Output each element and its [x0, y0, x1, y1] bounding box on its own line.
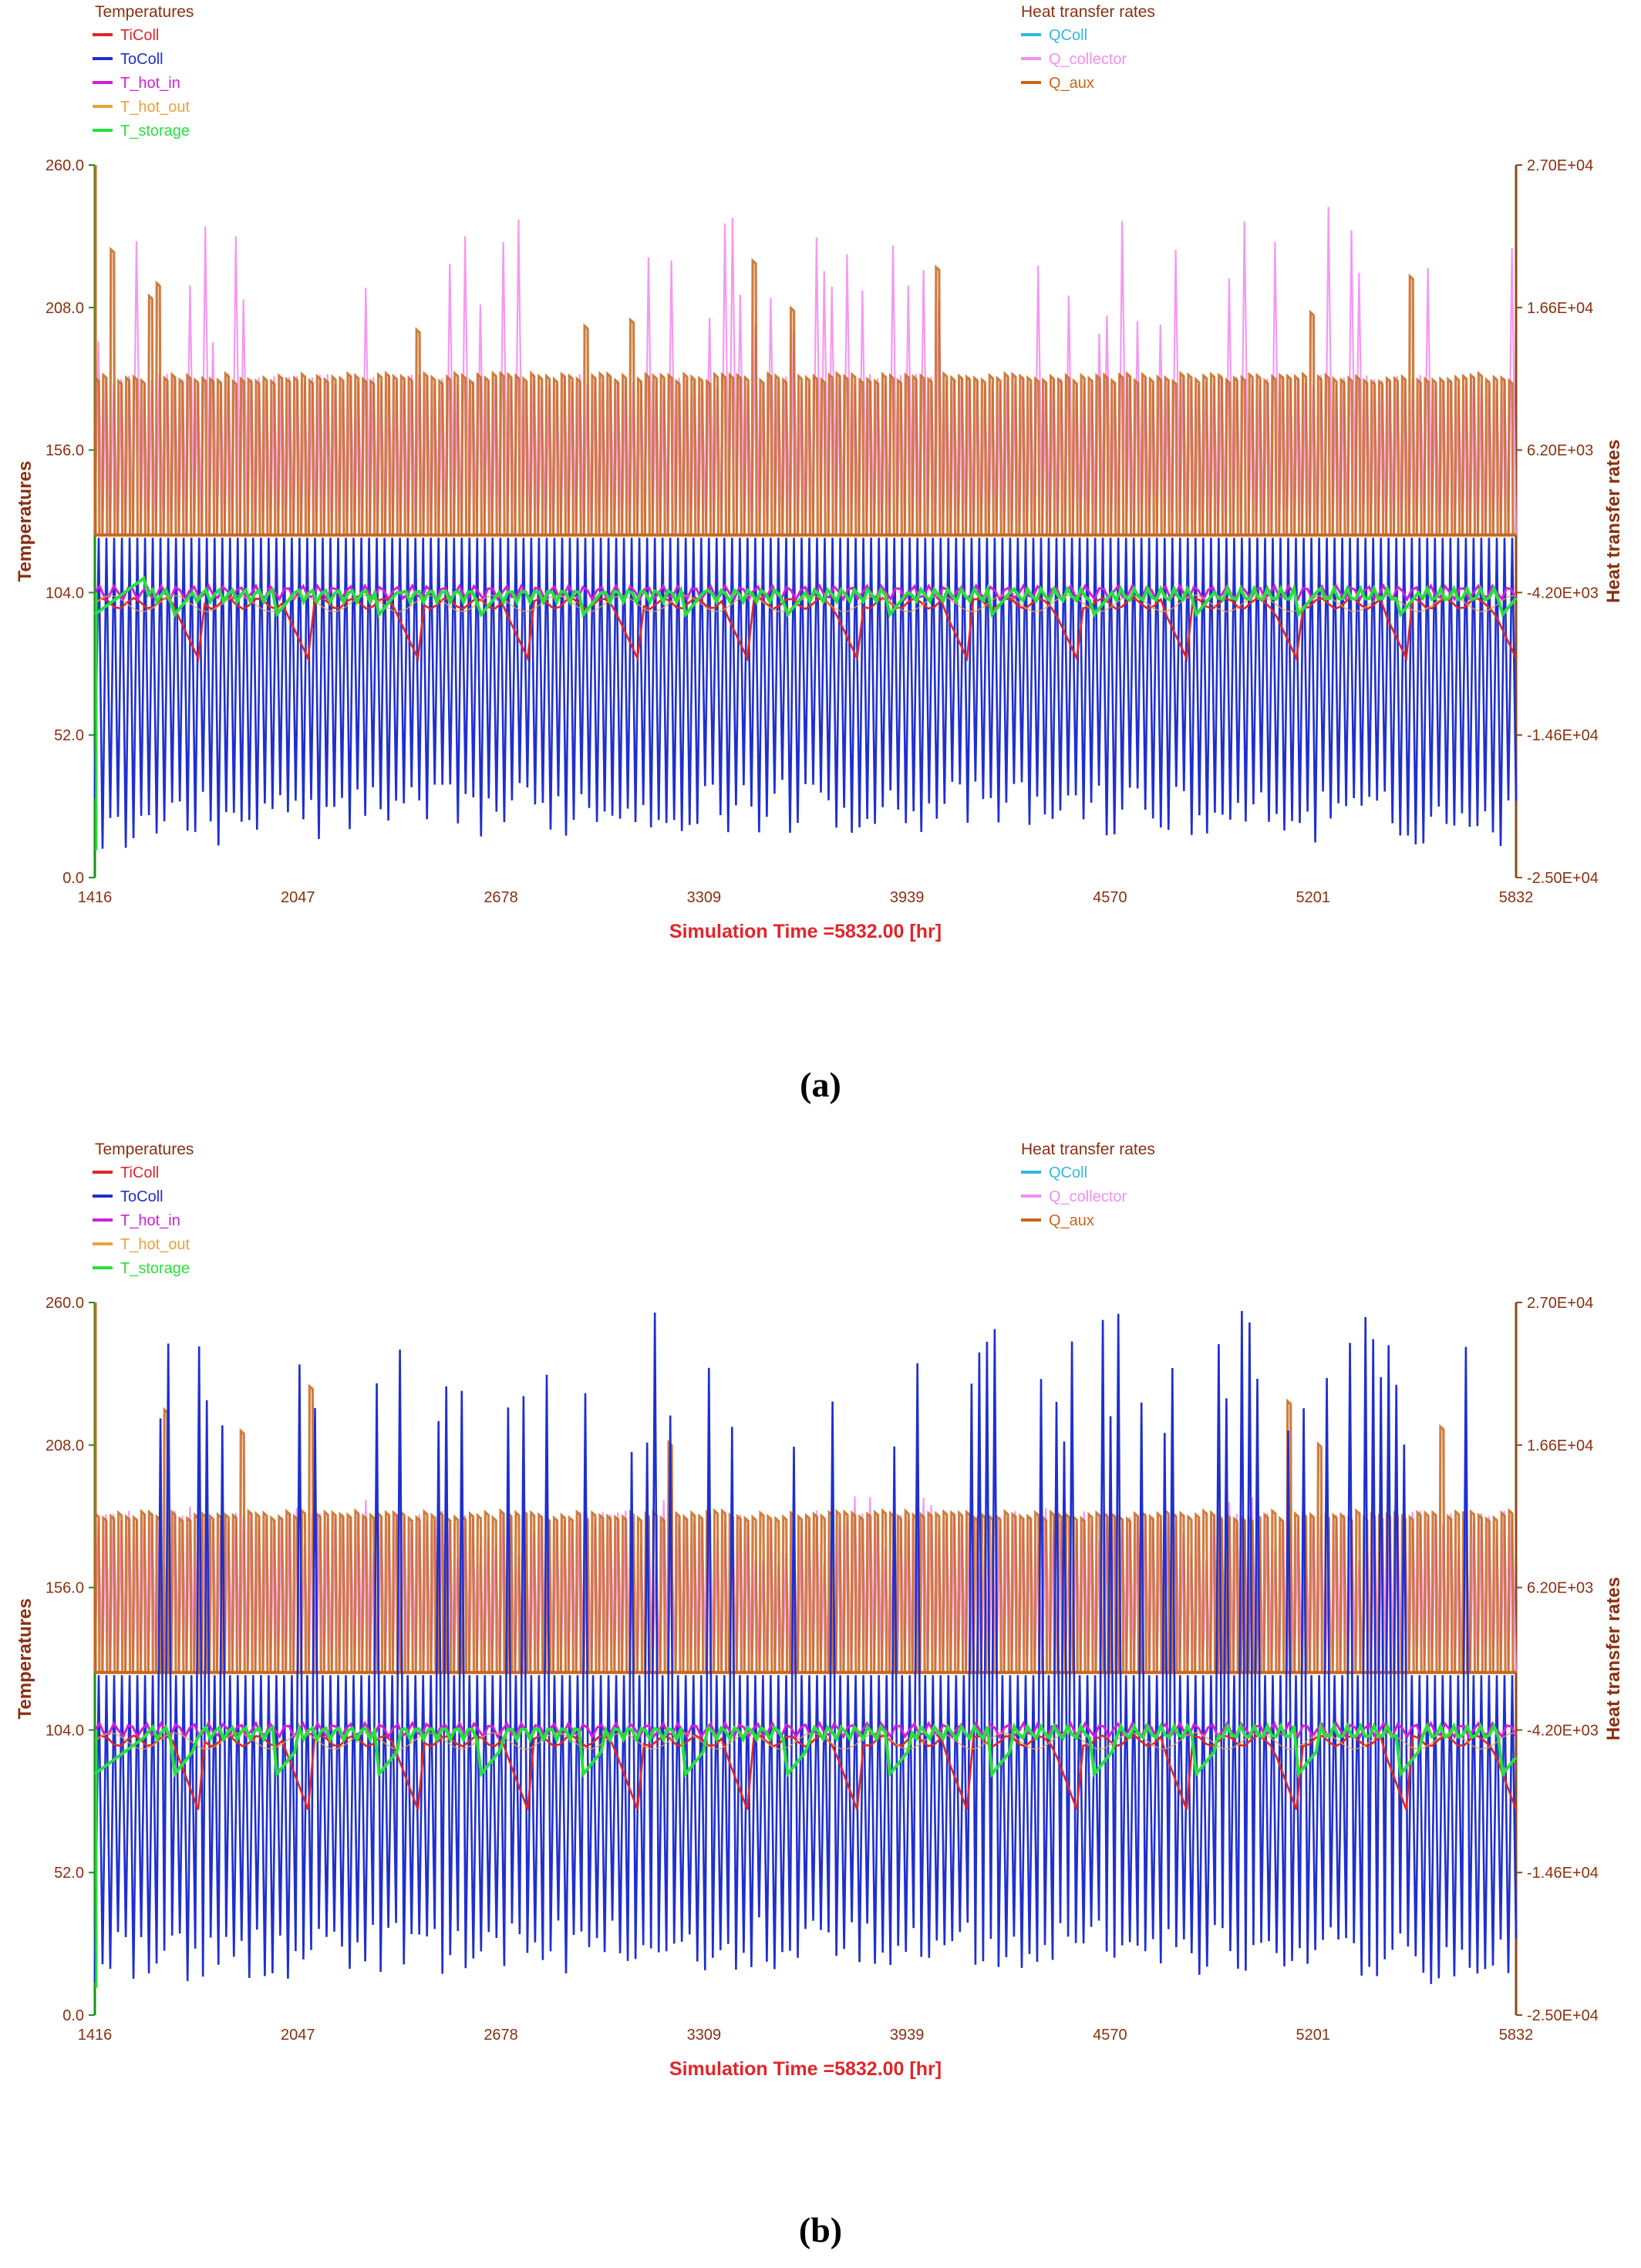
x-tick-label: 1416 — [78, 889, 113, 906]
y2-tick-label: 2.70E+04 — [1527, 157, 1593, 174]
series-t-storage — [93, 575, 1518, 618]
legend-label-q-aux: Q_aux — [1049, 75, 1094, 92]
y-tick-label: 208.0 — [45, 300, 84, 317]
legend-label-t-storage: T_storage — [120, 123, 190, 140]
legend-title-heat-transfer-rates: Heat transfer rates — [1021, 1141, 1155, 1158]
series-t-storage — [93, 1720, 1518, 1778]
legend-label-tocoll: ToColl — [120, 51, 163, 68]
y-tick-label: 260.0 — [45, 1295, 84, 1312]
chart-a: Temperatures TiColl ToColl T_hot_in T_hot_ou… — [15, 3, 1624, 942]
plot-area — [93, 1302, 1518, 1988]
legend-label-t-hot-out: T_hot_out — [120, 99, 190, 116]
y2-tick-label: -2.50E+04 — [1527, 2007, 1599, 2024]
y-axis-title: Temperatures — [15, 461, 35, 582]
legend-label-ticoll: TiColl — [120, 1164, 159, 1181]
x-tick-label: 1416 — [78, 2027, 113, 2044]
x-tick-label: 5201 — [1296, 2027, 1330, 2044]
legend-label-q-collector: Q_collector — [1049, 1188, 1127, 1205]
y-tick-label: 52.0 — [54, 1865, 84, 1882]
caption-a: (a) — [800, 1065, 841, 1104]
y2-tick-label: -2.50E+04 — [1527, 870, 1599, 887]
legend-label-t-hot-out: T_hot_out — [120, 1236, 190, 1253]
axes: 260.0 208.0 156.0 104.0 52.0 0.0 2.70E+04 1.66E… — [15, 157, 1624, 942]
y2-tick-label: -4.20E+03 — [1527, 1722, 1599, 1739]
legend: Temperatures TiColl ToColl T_hot_in T_hot_ou… — [93, 3, 1155, 140]
series-tocoll — [93, 1310, 1518, 1984]
legend-label-ticoll: TiColl — [120, 27, 159, 44]
x-axis-title: Simulation Time =5832.00 [hr] — [669, 921, 942, 942]
y-tick-label: 208.0 — [45, 1437, 84, 1454]
x-tick-label: 2047 — [281, 2027, 315, 2044]
series-ticoll — [94, 596, 1518, 662]
x-tick-label: 5832 — [1499, 889, 1534, 906]
legend-label-t-hot-in: T_hot_in — [120, 1212, 180, 1229]
x-tick-label: 4570 — [1093, 889, 1127, 906]
y2-axis-title: Heat transfer rates — [1603, 440, 1624, 603]
y2-tick-label: 6.20E+03 — [1527, 1580, 1593, 1597]
chart-panel-b: Temperatures TiColl ToColl T_hot_in T_hot_ou… — [0, 1137, 1641, 2249]
x-tick-label: 4570 — [1093, 2027, 1127, 2044]
legend-label-t-hot-in: T_hot_in — [120, 75, 180, 92]
x-tick-label: 2678 — [484, 889, 518, 906]
y2-tick-label: -1.46E+04 — [1527, 1865, 1599, 1882]
y-tick-label: 104.0 — [45, 1722, 84, 1739]
y-axis-title: Temperatures — [15, 1599, 35, 1720]
y2-tick-label: 1.66E+04 — [1527, 1437, 1593, 1454]
y2-tick-label: 1.66E+04 — [1527, 300, 1593, 317]
axes: 260.0 208.0 156.0 104.0 52.0 0.0 2.70E+04 1.66E… — [15, 1295, 1624, 2080]
legend-label-qcoll: QColl — [1049, 27, 1087, 44]
legend-title-temperatures: Temperatures — [95, 1141, 194, 1158]
series-ticoll — [94, 1734, 1518, 1810]
y2-tick-label: 2.70E+04 — [1527, 1295, 1593, 1312]
legend-label-qcoll: QColl — [1049, 1164, 1087, 1181]
series-q-aux — [93, 247, 1516, 537]
x-tick-label: 3939 — [890, 889, 925, 906]
series-tocoll — [93, 538, 1518, 849]
chart-panel-a: Temperatures TiColl ToColl T_hot_in T_hot_ou… — [0, 0, 1641, 1104]
legend-label-q-collector: Q_collector — [1049, 51, 1127, 68]
caption-b: (b) — [798, 2210, 843, 2249]
x-tick-label: 2678 — [484, 2027, 518, 2044]
series-t-hot-out — [94, 595, 1517, 612]
y2-tick-label: -4.20E+03 — [1527, 585, 1599, 602]
x-tick-label: 3309 — [687, 889, 722, 906]
y-tick-label: 0.0 — [62, 2007, 84, 2024]
series-t-hot-out — [94, 1732, 1517, 1750]
legend-label-t-storage: T_storage — [120, 1260, 190, 1277]
legend-label-q-aux: Q_aux — [1049, 1212, 1094, 1229]
x-tick-label: 5832 — [1499, 2027, 1534, 2044]
x-tick-label: 3939 — [890, 2027, 925, 2044]
y2-axis-title: Heat transfer rates — [1603, 1577, 1624, 1741]
y2-tick-label: -1.46E+04 — [1527, 727, 1599, 744]
y2-tick-label: 6.20E+03 — [1527, 443, 1593, 460]
series-t-hot-in — [93, 583, 1518, 602]
chart-b: Temperatures TiColl ToColl T_hot_in T_hot_ou… — [15, 1141, 1624, 2080]
y-tick-label: 156.0 — [45, 443, 84, 460]
y-tick-label: 0.0 — [62, 870, 84, 887]
legend: Temperatures TiColl ToColl T_hot_in T_hot_ou… — [93, 1141, 1155, 1277]
y-tick-label: 104.0 — [45, 585, 84, 602]
legend-title-temperatures: Temperatures — [95, 3, 194, 21]
x-tick-label: 3309 — [687, 2027, 722, 2044]
legend-title-heat-transfer-rates: Heat transfer rates — [1021, 3, 1155, 21]
x-tick-label: 5201 — [1296, 889, 1330, 906]
legend-label-tocoll: ToColl — [120, 1188, 163, 1205]
plot-area — [93, 165, 1518, 851]
series-t-hot-in — [93, 1720, 1518, 1740]
x-axis-title: Simulation Time =5832.00 [hr] — [669, 2058, 942, 2080]
y-tick-label: 52.0 — [54, 727, 84, 744]
y-tick-label: 156.0 — [45, 1580, 84, 1597]
y-tick-label: 260.0 — [45, 157, 84, 174]
x-tick-label: 2047 — [281, 889, 315, 906]
